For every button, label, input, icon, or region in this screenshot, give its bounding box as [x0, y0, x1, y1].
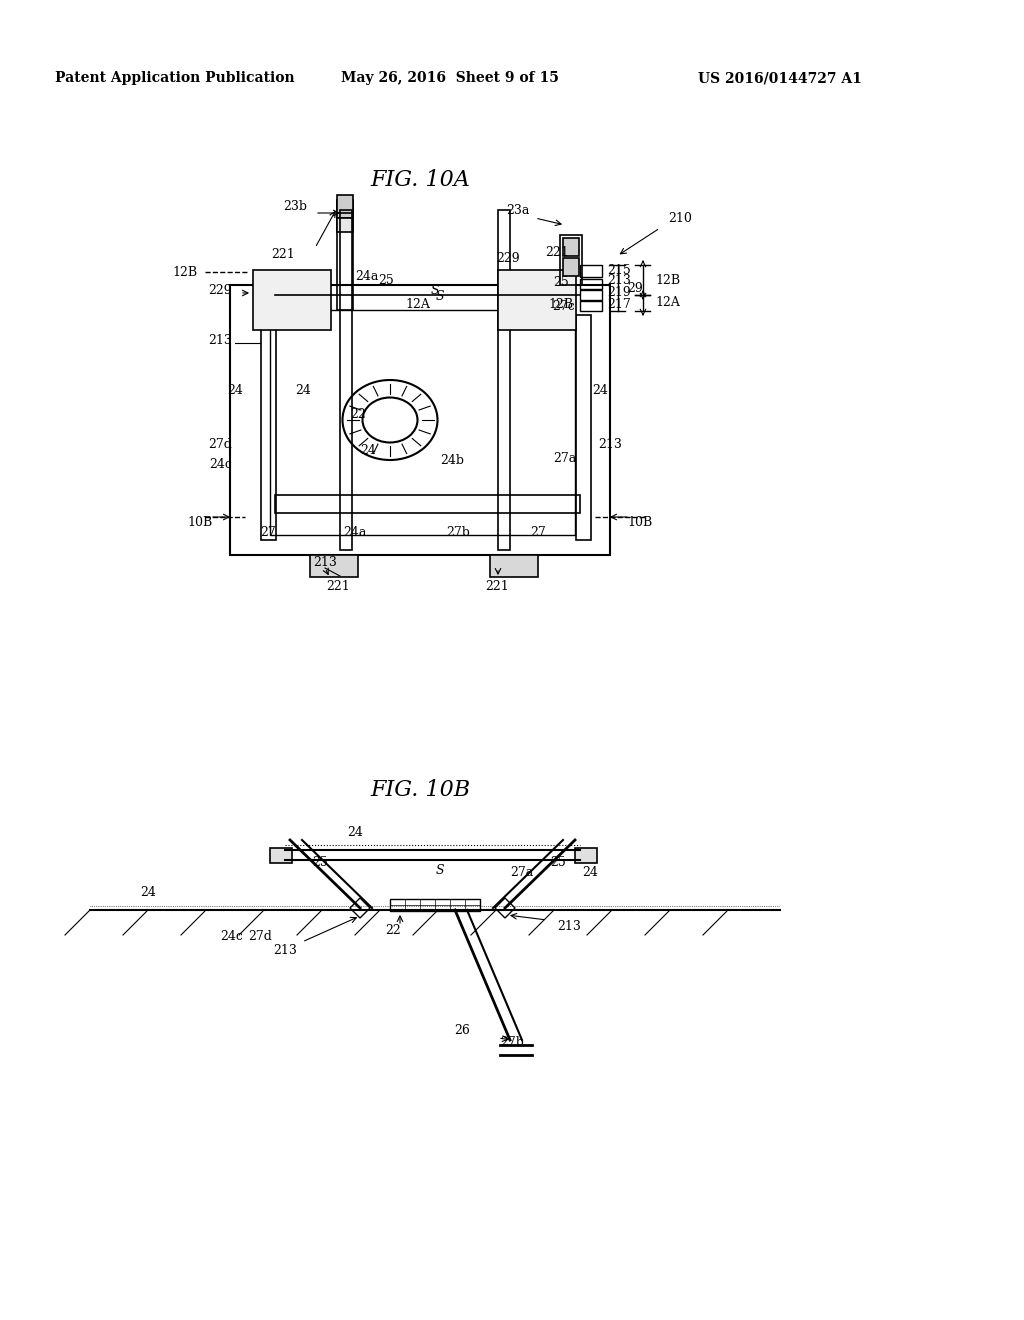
Bar: [337, 218, 353, 232]
Bar: [310, 554, 358, 577]
Text: 24: 24: [227, 384, 243, 396]
Polygon shape: [495, 898, 515, 917]
Text: 221: 221: [485, 581, 509, 594]
Text: FIG. 10B: FIG. 10B: [370, 779, 470, 801]
Text: 29: 29: [627, 281, 643, 294]
Text: 12A: 12A: [655, 297, 680, 309]
Text: 26: 26: [454, 1023, 470, 1036]
Bar: [390, 899, 480, 911]
Text: 27d: 27d: [248, 931, 272, 944]
Text: 221: 221: [271, 248, 295, 261]
Text: 24: 24: [592, 384, 608, 396]
Text: 25: 25: [550, 855, 566, 869]
Text: 213: 213: [598, 437, 622, 450]
Text: 213: 213: [273, 944, 297, 957]
Bar: [560, 235, 582, 285]
Bar: [270, 310, 575, 535]
Bar: [563, 257, 579, 276]
Text: 12B: 12B: [655, 273, 680, 286]
Ellipse shape: [362, 397, 418, 442]
Text: 27a: 27a: [553, 453, 577, 466]
Text: 27b: 27b: [500, 1036, 524, 1049]
Bar: [498, 271, 575, 330]
Text: 27d: 27d: [208, 438, 232, 451]
Text: S: S: [435, 290, 444, 304]
Bar: [580, 290, 602, 300]
Text: 10B: 10B: [187, 516, 213, 529]
Text: 22: 22: [385, 924, 400, 936]
Text: 27a: 27a: [510, 866, 534, 879]
Text: 24a: 24a: [355, 271, 379, 284]
Text: 25: 25: [378, 273, 394, 286]
Text: 24b: 24b: [440, 454, 464, 466]
Text: 217: 217: [607, 297, 631, 310]
Bar: [580, 279, 602, 289]
Text: 213: 213: [313, 557, 337, 569]
Text: 221: 221: [545, 247, 568, 260]
Bar: [337, 195, 353, 213]
Text: 213: 213: [607, 275, 631, 288]
Text: US 2016/0144727 A1: US 2016/0144727 A1: [698, 71, 862, 84]
Text: 27: 27: [260, 527, 275, 540]
Bar: [580, 301, 602, 312]
Text: 24c: 24c: [209, 458, 232, 471]
Text: 12B: 12B: [548, 298, 573, 312]
Bar: [337, 201, 353, 310]
Text: 22: 22: [350, 408, 366, 421]
Bar: [498, 210, 510, 550]
Text: 24c: 24c: [220, 931, 244, 944]
Text: 12B: 12B: [173, 265, 198, 279]
Text: 24: 24: [295, 384, 311, 396]
Text: 23a: 23a: [506, 203, 529, 216]
Bar: [275, 495, 580, 513]
Bar: [230, 285, 610, 554]
Text: 23b: 23b: [283, 201, 307, 214]
Bar: [270, 847, 292, 863]
Bar: [340, 210, 352, 550]
Bar: [575, 847, 597, 863]
Text: FIG. 10A: FIG. 10A: [370, 169, 470, 191]
Text: May 26, 2016  Sheet 9 of 15: May 26, 2016 Sheet 9 of 15: [341, 71, 559, 84]
Text: 219: 219: [607, 285, 631, 298]
Text: Patent Application Publication: Patent Application Publication: [55, 71, 295, 84]
Bar: [253, 271, 331, 330]
Bar: [337, 201, 353, 218]
Text: 12A: 12A: [406, 298, 430, 312]
Text: 24: 24: [347, 826, 362, 840]
Text: S: S: [435, 863, 444, 876]
Text: 215: 215: [607, 264, 631, 276]
Polygon shape: [350, 898, 370, 917]
Text: S: S: [431, 284, 439, 297]
Bar: [563, 238, 579, 256]
Text: 221: 221: [326, 581, 350, 594]
Bar: [261, 315, 276, 540]
Text: 210: 210: [668, 211, 692, 224]
Text: 229: 229: [208, 284, 232, 297]
Text: 24: 24: [582, 866, 598, 879]
Text: 213: 213: [557, 920, 581, 933]
Bar: [575, 315, 591, 540]
Bar: [490, 554, 538, 577]
Text: 10B: 10B: [628, 516, 652, 529]
Text: 25: 25: [553, 276, 568, 289]
Text: 27: 27: [530, 527, 546, 540]
Text: 24: 24: [140, 886, 156, 899]
Bar: [580, 265, 602, 277]
Text: 25: 25: [312, 855, 328, 869]
Text: 27c: 27c: [552, 301, 574, 314]
Text: 213: 213: [208, 334, 232, 346]
Text: 24a: 24a: [343, 527, 367, 540]
Text: 229: 229: [497, 252, 520, 264]
Text: 27b: 27b: [446, 527, 470, 540]
Text: 24: 24: [360, 444, 376, 457]
